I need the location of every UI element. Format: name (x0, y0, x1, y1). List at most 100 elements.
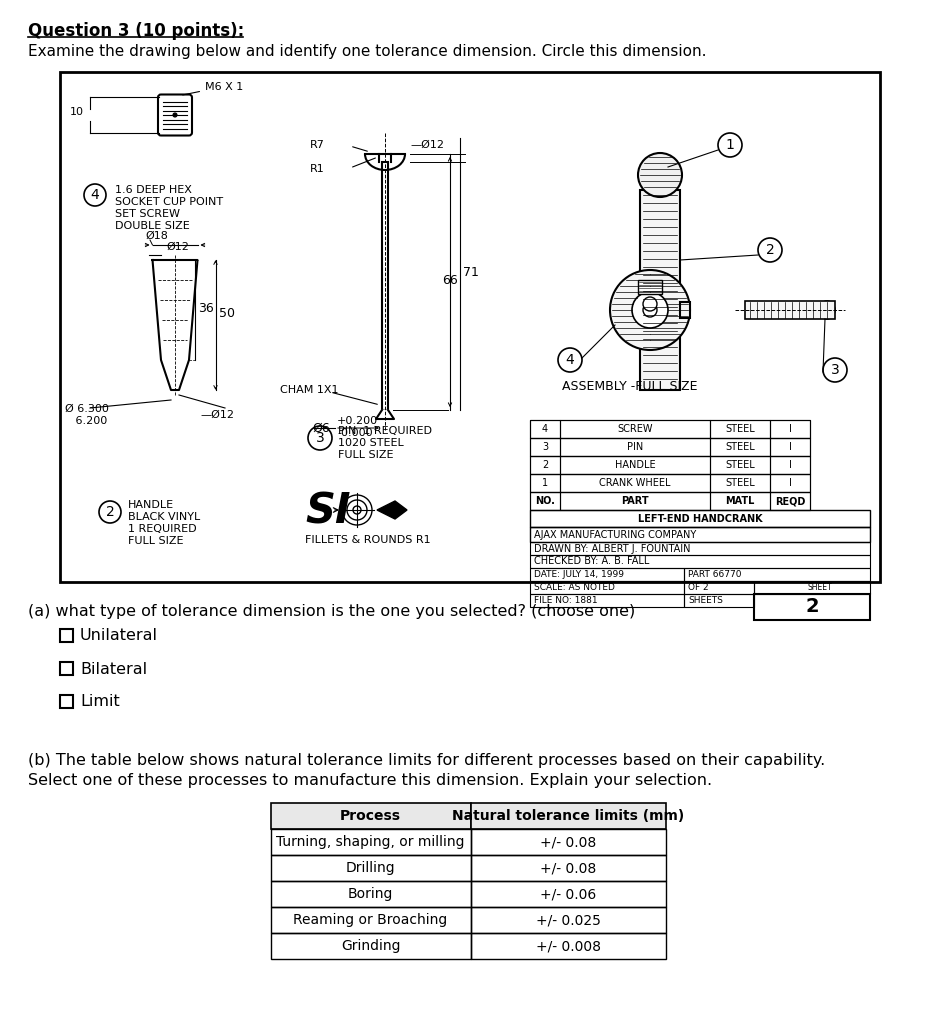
Text: PART 66770: PART 66770 (688, 570, 741, 579)
Circle shape (638, 153, 682, 197)
Text: MATL: MATL (725, 496, 754, 506)
Text: NO.: NO. (535, 496, 555, 506)
Text: CHECKED BY: A. B. FALL: CHECKED BY: A. B. FALL (534, 556, 650, 566)
Circle shape (558, 348, 582, 372)
Bar (471, 855, 665, 881)
Text: Ø12: Ø12 (166, 242, 189, 252)
Bar (638, 280, 662, 294)
Circle shape (84, 184, 106, 206)
Text: SHEET: SHEET (807, 583, 831, 592)
Text: STEEL: STEEL (725, 460, 754, 470)
Circle shape (758, 238, 782, 262)
Text: 4: 4 (565, 353, 575, 367)
Text: (a) what type of tolerance dimension is the one you selected? (choose one): (a) what type of tolerance dimension is … (28, 604, 636, 618)
Circle shape (99, 501, 121, 523)
Circle shape (610, 270, 690, 350)
Text: -0.000: -0.000 (337, 428, 373, 438)
Text: 4: 4 (542, 424, 548, 434)
Text: —Ø12: —Ø12 (410, 140, 444, 150)
Bar (770, 420, 810, 438)
Text: 1: 1 (542, 478, 548, 488)
Text: I: I (788, 424, 792, 434)
Text: 6.200: 6.200 (65, 416, 108, 426)
Circle shape (308, 426, 332, 450)
FancyBboxPatch shape (158, 94, 192, 135)
Text: Ø 6.300: Ø 6.300 (65, 404, 109, 414)
Text: +/- 0.08: +/- 0.08 (540, 835, 596, 849)
Bar (471, 881, 665, 907)
Bar (560, 438, 710, 456)
Bar (471, 829, 665, 855)
Bar (530, 456, 560, 474)
Text: Reaming or Broaching: Reaming or Broaching (293, 913, 447, 927)
Text: +/- 0.008: +/- 0.008 (535, 939, 601, 953)
Text: 2: 2 (106, 505, 114, 519)
Text: DATE: JULY 14, 1999: DATE: JULY 14, 1999 (534, 570, 624, 579)
Text: SCREW: SCREW (617, 424, 652, 434)
Text: 66: 66 (442, 274, 458, 287)
Text: Examine the drawing below and identify one tolerance dimension. Circle this dime: Examine the drawing below and identify o… (28, 44, 707, 59)
Text: Boring: Boring (348, 887, 393, 901)
Text: 3: 3 (830, 362, 840, 377)
Bar (710, 474, 770, 492)
Bar (530, 474, 810, 492)
Bar (710, 420, 770, 438)
Text: Unilateral: Unilateral (80, 629, 158, 643)
Bar (60, 629, 73, 642)
Text: I: I (788, 442, 792, 452)
Bar (770, 474, 810, 492)
Text: DRAWN BY: ALBERT J. FOUNTAIN: DRAWN BY: ALBERT J. FOUNTAIN (534, 544, 691, 554)
Bar (471, 907, 665, 933)
Text: M6 X 1: M6 X 1 (183, 82, 243, 95)
Text: STEEL: STEEL (725, 478, 754, 488)
Text: 1: 1 (725, 138, 735, 152)
Text: Limit: Limit (80, 694, 120, 710)
Text: 50: 50 (218, 307, 235, 319)
Bar (680, 302, 690, 318)
Text: Ø6: Ø6 (312, 422, 329, 435)
Text: Question 3 (10 points):: Question 3 (10 points): (28, 22, 244, 40)
Text: +/- 0.025: +/- 0.025 (535, 913, 600, 927)
Text: HANDLE: HANDLE (615, 460, 655, 470)
Bar (271, 803, 471, 829)
Text: FULL SIZE: FULL SIZE (128, 536, 183, 546)
Bar (560, 456, 710, 474)
Circle shape (632, 292, 668, 328)
Bar (710, 438, 770, 456)
Text: 10: 10 (70, 106, 84, 117)
Text: 4: 4 (91, 188, 99, 202)
Bar (560, 420, 710, 438)
Bar (271, 907, 471, 933)
Bar (754, 594, 870, 620)
Text: Bilateral: Bilateral (80, 662, 147, 677)
Bar (271, 855, 471, 881)
Bar (530, 420, 810, 438)
Bar (530, 438, 810, 456)
Bar (471, 803, 665, 829)
Bar (382, 162, 388, 410)
Text: R7: R7 (310, 140, 325, 150)
Bar (271, 829, 471, 855)
Text: SOCKET CUP POINT: SOCKET CUP POINT (115, 197, 223, 207)
Ellipse shape (819, 301, 835, 319)
Circle shape (823, 358, 847, 382)
Text: Select one of these processes to manufacture this dimension. Explain your select: Select one of these processes to manufac… (28, 773, 712, 788)
Circle shape (718, 133, 742, 157)
Bar (684, 594, 754, 607)
Bar (530, 456, 810, 474)
Text: STEEL: STEEL (725, 442, 754, 452)
Text: 3: 3 (315, 431, 325, 445)
Text: Ø18: Ø18 (145, 231, 168, 241)
Bar (60, 72, 880, 582)
Bar (530, 527, 870, 542)
Text: 2: 2 (542, 460, 548, 470)
Text: CHAM 1X1: CHAM 1X1 (280, 385, 339, 395)
Text: OF 2: OF 2 (688, 583, 709, 592)
Bar (710, 456, 770, 474)
Bar (530, 581, 684, 594)
Text: +/- 0.08: +/- 0.08 (540, 861, 596, 874)
Circle shape (643, 303, 657, 317)
Bar (60, 662, 73, 675)
Bar (770, 438, 810, 456)
Text: Natural tolerance limits (mm): Natural tolerance limits (mm) (452, 809, 684, 823)
